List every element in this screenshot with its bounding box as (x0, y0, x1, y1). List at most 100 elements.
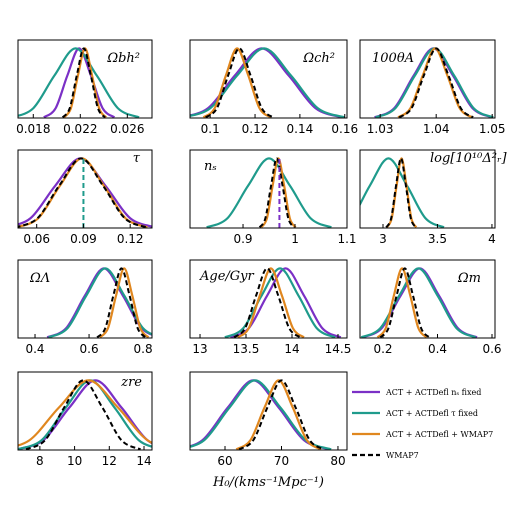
x-tick-label: 14 (284, 342, 299, 356)
x-tick-label: 0.9 (233, 232, 252, 246)
x-tick-label: 0.4 (428, 342, 447, 356)
panel-frame (17, 259, 153, 339)
x-tick-label: 1.1 (337, 232, 356, 246)
x-tick-label: 0.026 (110, 122, 144, 136)
x-tick-label: 8 (36, 454, 44, 468)
panel-title: ΩΛ (29, 271, 50, 286)
panel: 0.018 0.022 0.026 Ωbh² (16, 39, 153, 136)
plot-area (18, 47, 140, 118)
density-curve (360, 157, 445, 228)
density-curve (235, 379, 322, 450)
x-tick-label: 0.8 (134, 342, 153, 356)
plot-area (190, 47, 346, 118)
density-curve (18, 157, 152, 228)
panel-title: 100θA (372, 51, 414, 66)
panel-title: Ωm (457, 271, 481, 286)
density-curve (43, 47, 116, 118)
plot-area (360, 267, 478, 338)
plot-area (224, 267, 342, 338)
density-curve (202, 47, 272, 118)
density-curve (360, 267, 477, 338)
density-curve (18, 379, 152, 450)
panel: 8 10 12 14 zre (17, 371, 153, 468)
x-tick-label: 0.6 (482, 342, 501, 356)
panel-title: τ (133, 151, 141, 166)
x-tick-label: 0.14 (287, 122, 314, 136)
density-curve (99, 267, 150, 338)
panel-frame (17, 371, 153, 451)
plot-area (206, 157, 332, 228)
density-curve (18, 157, 147, 228)
panel-title: Ωbh² (106, 51, 140, 66)
x-tick-label: 0.4 (25, 342, 44, 356)
x-tick-label: 10 (67, 454, 82, 468)
panel: 0.4 0.6 0.8 ΩΛ (17, 259, 153, 356)
legend-label: ACT + ACTDefl τ fixed (385, 409, 478, 418)
panel-title: Age/Gyr (199, 269, 255, 284)
density-curve (376, 267, 428, 338)
x-axis-label: H₀/(kms⁻¹Mpc⁻¹) (212, 475, 324, 490)
plot-area (18, 157, 152, 228)
x-tick-label: 60 (217, 454, 232, 468)
density-curve (258, 157, 295, 228)
x-tick-label: 70 (274, 454, 289, 468)
x-tick-label: 1.05 (479, 122, 506, 136)
x-tick-label: 4 (488, 232, 496, 246)
x-tick-label: 0.12 (117, 232, 144, 246)
density-curve (379, 267, 431, 338)
panel-title: nₛ (204, 159, 217, 174)
panel: 13 13.5 14 14.5 Age/Gyr (189, 259, 352, 356)
panel: 0.2 0.4 0.6 Ωm (359, 259, 502, 356)
panel-title: log[10¹⁰Δ²ᵣ] (430, 151, 507, 166)
density-curve (224, 267, 336, 338)
density-curve (398, 47, 474, 118)
x-tick-label: 0.022 (63, 122, 97, 136)
panel: 3 3.5 4 log[10¹⁰Δ²ᵣ] (359, 149, 507, 246)
x-tick-label: 1 (291, 232, 299, 246)
density-curve (96, 267, 147, 338)
panel: 0.06 0.09 0.12 τ (17, 149, 153, 246)
density-curve (190, 47, 346, 118)
density-curve (238, 379, 325, 450)
panel-frame (189, 259, 348, 339)
x-tick-label: 0.12 (242, 122, 269, 136)
plot-area (360, 157, 445, 228)
panel: 60 70 80 H₀/(kms⁻¹Mpc⁻¹) (189, 371, 348, 490)
density-curve (18, 379, 152, 447)
density-curve (206, 157, 332, 228)
x-tick-label: 0.018 (16, 122, 50, 136)
panel-frame (359, 149, 496, 229)
panel-frame (189, 371, 348, 451)
panel: 0.9 1 1.1 nₛ (189, 149, 357, 246)
panel: 0.1 0.12 0.14 0.16 Ωch² (189, 39, 358, 136)
x-tick-label: 0.16 (331, 122, 358, 136)
plot-area (190, 379, 332, 450)
x-tick-label: 14.5 (325, 342, 352, 356)
x-tick-label: 0.06 (23, 232, 50, 246)
legend-label: ACT + ACTDefl + WMAP7 (385, 430, 493, 439)
x-tick-label: 0.2 (373, 342, 392, 356)
x-tick-label: 80 (330, 454, 345, 468)
panel-frame (359, 39, 496, 119)
panel-frame (17, 39, 153, 119)
density-curve (18, 379, 152, 450)
x-tick-label: 1.03 (367, 122, 394, 136)
density-curve (46, 267, 152, 338)
density-curve (18, 47, 140, 118)
density-curve (385, 157, 417, 228)
panel-frame (189, 39, 348, 119)
x-tick-label: 13 (192, 342, 207, 356)
panel-title: Ωch² (302, 51, 335, 66)
plot-area (46, 267, 152, 338)
density-curve (260, 157, 297, 228)
density-curve (61, 47, 106, 118)
panel-frame (17, 149, 153, 229)
legend-label: ACT + ACTDefl nₛ fixed (385, 388, 481, 397)
x-tick-label: 13.5 (233, 342, 260, 356)
panel-frame (189, 149, 348, 229)
density-curve (48, 267, 152, 338)
legend: ACT + ACTDefl nₛ fixed ACT + ACTDefl τ fi… (352, 388, 493, 460)
plot-area (18, 379, 152, 450)
